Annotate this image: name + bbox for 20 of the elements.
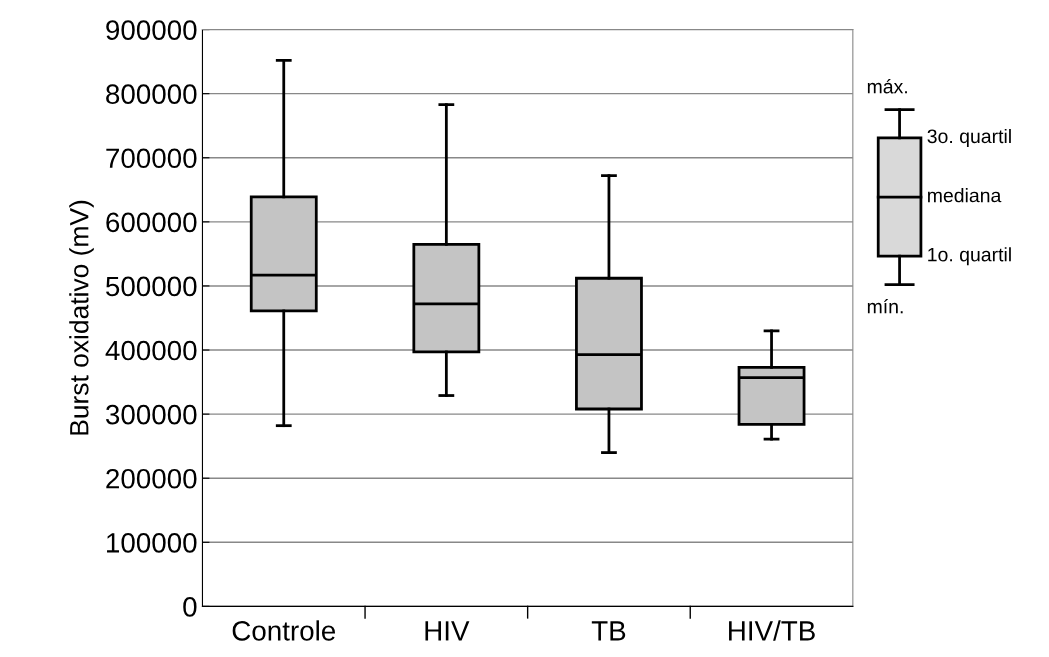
y-tick-label: 500000 — [106, 276, 197, 297]
x-tick-label: Controle — [232, 620, 336, 641]
y-tick-label: 0 — [183, 597, 197, 617]
text: 3o. quartil — [927, 128, 1011, 148]
text: máx. — [867, 79, 907, 94]
y-axis-title: Burst oxidativo (mV) — [69, 200, 94, 435]
x-tick-label: TB — [591, 621, 626, 641]
y-tick-label: 700000 — [106, 148, 197, 169]
y-tick-label: 300000 — [105, 404, 197, 425]
x-tick-label: HIV/TB — [729, 620, 815, 641]
y-tick-label: 200000 — [106, 468, 197, 489]
text: mediana — [928, 188, 1002, 203]
text: mín. — [867, 298, 903, 314]
y-tick-label: 900000 — [106, 20, 197, 40]
text: 1o. quartil — [928, 247, 1011, 266]
y-tick-label: 600000 — [106, 212, 197, 233]
x-tick-label: HIV — [425, 621, 470, 641]
y-tick-label: 100000 — [107, 532, 197, 553]
y-tick-label: 400000 — [105, 340, 197, 361]
y-tick-label: 800000 — [106, 84, 197, 104]
